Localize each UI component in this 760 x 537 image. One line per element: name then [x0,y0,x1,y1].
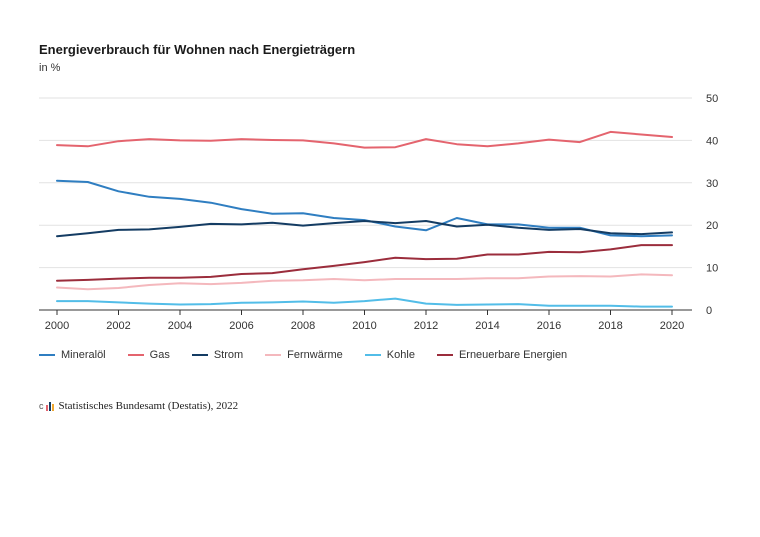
y-tick-label: 0 [706,305,712,317]
y-tick-label: 20 [706,220,718,232]
source-note: c Statistisches Bundesamt (Destatis), 20… [39,400,238,412]
x-tick-label: 2002 [106,320,130,332]
grid [39,97,692,311]
series-line [56,244,673,282]
legend-label: Kohle [386,349,415,361]
x-tick-label: 2004 [168,320,192,332]
bar-chart-icon-bar [45,405,48,411]
legend-swatch [364,354,381,356]
legend-swatch [265,354,282,356]
series-lines [56,130,673,308]
legend-swatch [191,354,208,356]
legend-label: Fernwärme [287,349,343,361]
legend-item: Strom [191,349,244,361]
legend: Mineralöl Gas Strom Fernwärme Kohle Erneuerba… [39,349,589,361]
y-tick-label: 50 [706,93,718,105]
legend-label: Strom [213,349,244,361]
x-tick-label: 2018 [598,320,622,332]
x-tick-label: 2014 [475,320,499,332]
series-line [56,130,673,149]
y-tick-label: 30 [706,178,718,190]
legend-label: Mineralöl [61,349,106,361]
line-chart: 0 10 20 30 40 50 2000 2002 2004 2006 2008 2010 2012… [39,93,718,332]
x-tick-label: 2016 [537,320,561,332]
x-tick-label: 2000 [45,320,69,332]
series-line [56,273,673,291]
bar-chart-icon-bar [48,402,51,411]
legend-label: Erneuerbare Energien [458,349,568,361]
x-tick-label: 2008 [291,320,315,332]
x-tick-label: 2012 [414,320,438,332]
legend-label: Gas [149,349,170,361]
source-text: Statistisches Bundesamt (Destatis), 2022 [58,400,239,412]
series-line [56,297,673,308]
legend-item: Gas [127,349,170,361]
x-tick-label: 2020 [660,320,684,332]
x-axis-ticks: 2000 2002 2004 2006 2008 2010 2012 2014 2016 2018… [45,310,684,332]
series-line [56,220,673,238]
legend-item: Erneuerbare Energien [436,349,568,361]
legend-swatch [127,354,144,356]
legend-item: Fernwärme [265,349,343,361]
bar-chart-icon: c [39,401,55,411]
chart-title: Energieverbrauch für Wohnen nach Energie… [39,42,356,57]
legend-swatch [436,354,453,356]
legend-swatch [39,354,55,356]
y-tick-label: 10 [706,263,718,275]
bar-chart-icon-bar [51,404,54,411]
x-tick-label: 2006 [229,320,253,332]
legend-item: Kohle [364,349,415,361]
legend-item: Mineralöl [39,349,106,361]
y-tick-label: 40 [706,135,718,147]
chart-subtitle: in % [39,62,61,74]
series-line [56,179,673,238]
x-tick-label: 2010 [352,320,376,332]
y-axis-ticks: 0 10 20 30 40 50 [706,93,718,317]
